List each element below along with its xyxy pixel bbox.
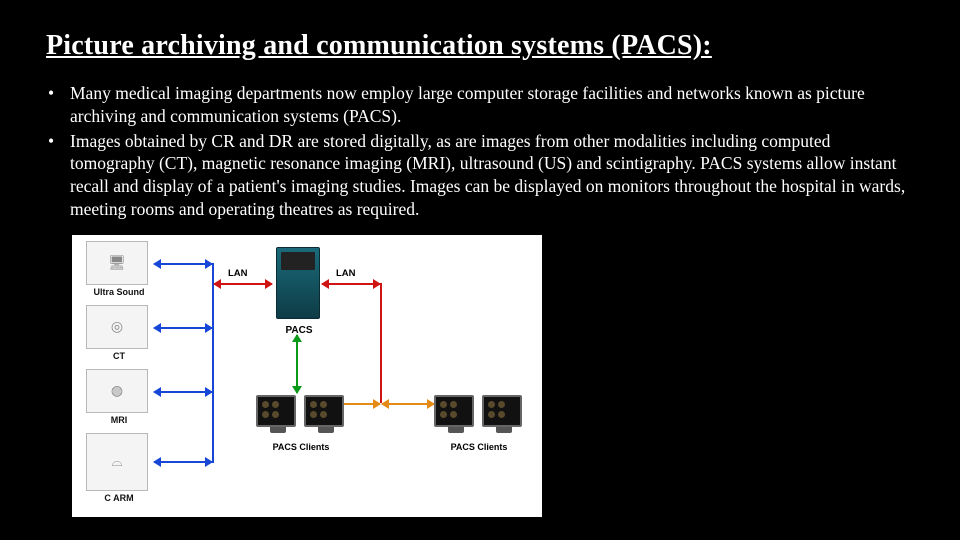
bullet-text: Many medical imaging departments now emp…: [70, 82, 914, 128]
monitor-icon: [482, 395, 522, 427]
modality-mri: ◍ MRI: [86, 369, 152, 425]
arrow-right-bus: [380, 283, 382, 403]
lan-label: LAN: [226, 268, 250, 279]
pacs-client: PACS Clients: [254, 395, 348, 451]
modality-label: Ultra Sound: [86, 287, 152, 297]
arrow-to-client-right: [382, 403, 434, 405]
bullet-dot: •: [46, 130, 56, 221]
list-item: • Many medical imaging departments now e…: [46, 82, 914, 128]
page-title: Picture archiving and communication syst…: [46, 30, 914, 62]
arrow-bus-server: [214, 283, 272, 285]
modality-ultrasound: 🖥 Ultra Sound: [86, 241, 152, 297]
arrow-server-client-left: [296, 335, 298, 393]
pacs-server: [276, 247, 320, 319]
monitor-icon: [304, 395, 344, 427]
arrow-modality: [154, 263, 212, 265]
monitor-icon: [434, 395, 474, 427]
bullet-list: • Many medical imaging departments now e…: [46, 82, 914, 221]
monitor-icon: [256, 395, 296, 427]
modality-label: CT: [86, 351, 152, 361]
arrow-bus: [212, 263, 214, 463]
list-item: • Images obtained by CR and DR are store…: [46, 130, 914, 221]
client-label: PACS Clients: [432, 442, 526, 452]
arrow-server-right: [322, 283, 380, 285]
mri-icon: ◍: [111, 382, 123, 399]
modality-label: C ARM: [86, 493, 152, 503]
ultrasound-icon: 🖥: [108, 254, 126, 271]
arrow-modality: [154, 327, 212, 329]
lan-label: LAN: [334, 268, 358, 279]
bullet-text: Images obtained by CR and DR are stored …: [70, 130, 914, 221]
client-label: PACS Clients: [254, 442, 348, 452]
ct-icon: ◎: [111, 318, 123, 335]
pacs-diagram: 🖥 Ultra Sound ◎ CT ◍ MRI ⌓ C ARM: [72, 235, 542, 517]
modality-carm: ⌓ C ARM: [86, 433, 152, 503]
pacs-client: PACS Clients: [432, 395, 526, 451]
bullet-dot: •: [46, 82, 56, 128]
arrow-modality: [154, 391, 212, 393]
arrow-modality: [154, 461, 212, 463]
modality-ct: ◎ CT: [86, 305, 152, 361]
modality-label: MRI: [86, 415, 152, 425]
carm-icon: ⌓: [111, 453, 122, 470]
